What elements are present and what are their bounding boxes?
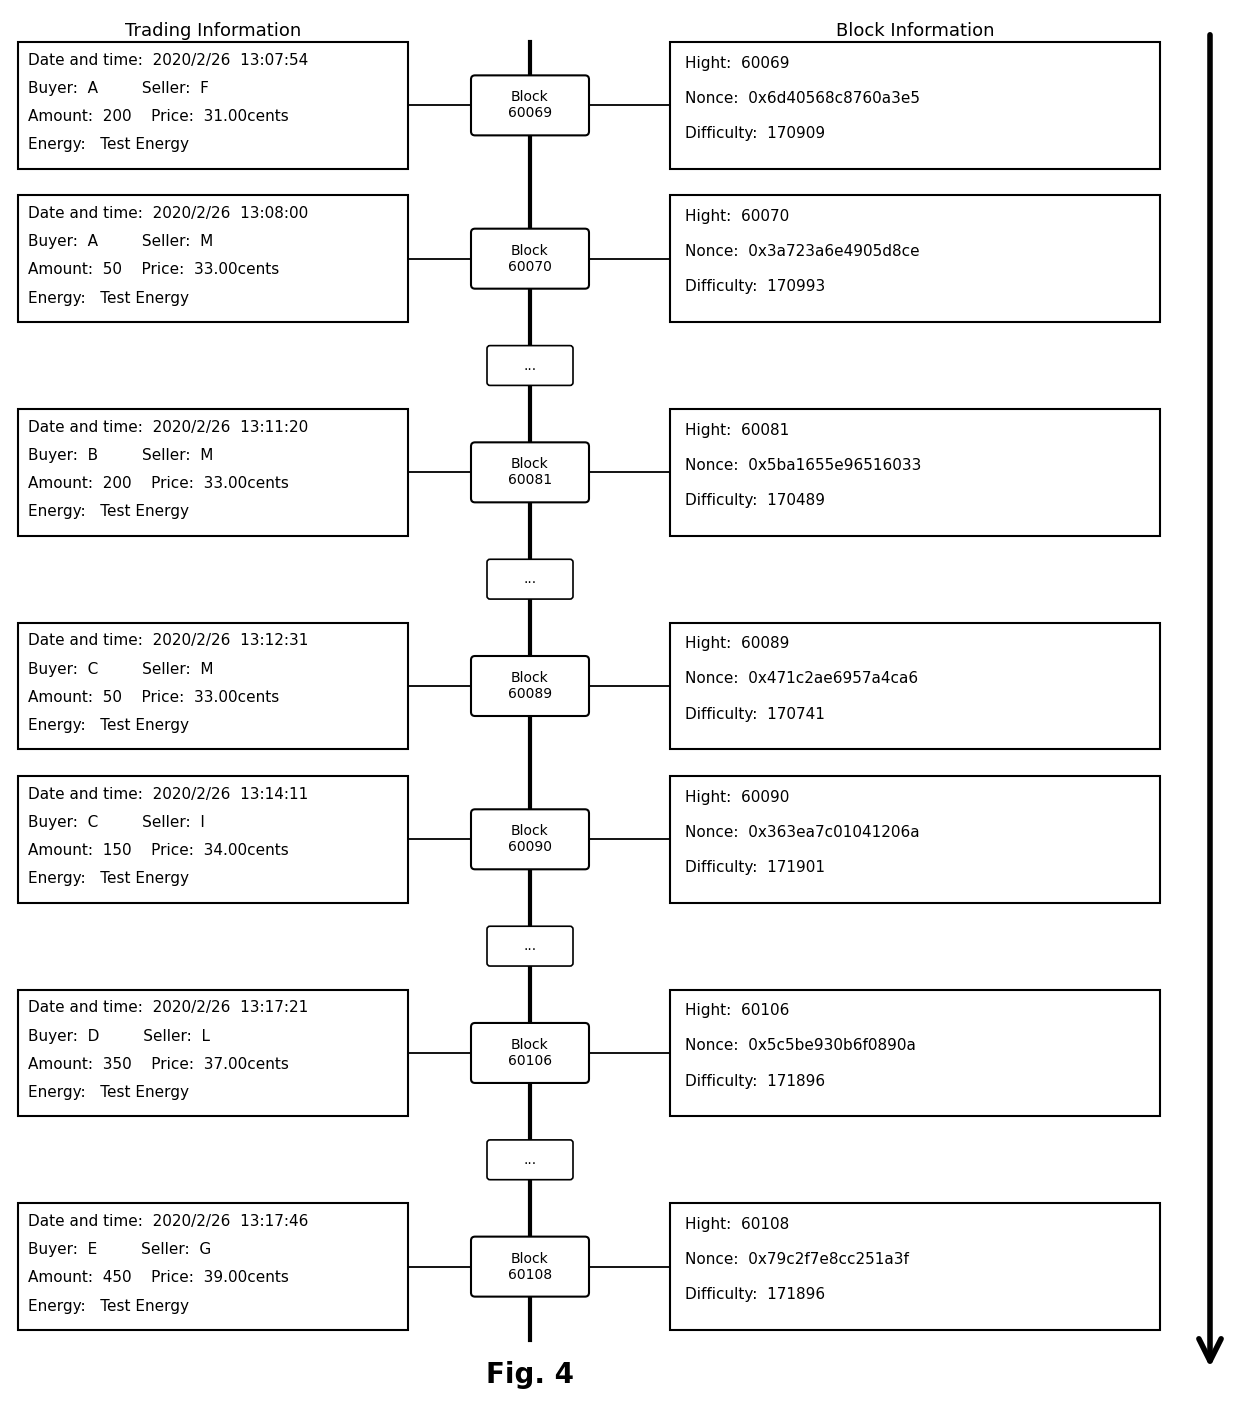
Text: Buyer:  E         Seller:  G: Buyer: E Seller: G	[29, 1242, 211, 1258]
Text: Difficulty:  170909: Difficulty: 170909	[684, 127, 825, 141]
Text: Block
60070: Block 60070	[508, 243, 552, 273]
FancyBboxPatch shape	[19, 776, 408, 902]
FancyBboxPatch shape	[670, 776, 1159, 902]
FancyBboxPatch shape	[670, 1204, 1159, 1331]
Text: Difficulty:  170741: Difficulty: 170741	[684, 707, 825, 721]
FancyBboxPatch shape	[487, 926, 573, 966]
Text: Hight:  60106: Hight: 60106	[684, 1003, 790, 1019]
Text: Nonce:  0x471c2ae6957a4ca6: Nonce: 0x471c2ae6957a4ca6	[684, 672, 918, 686]
Text: Energy:   Test Energy: Energy: Test Energy	[29, 290, 188, 306]
Text: Trading Information: Trading Information	[125, 21, 301, 40]
FancyBboxPatch shape	[471, 1237, 589, 1296]
Text: Buyer:  A         Seller:  F: Buyer: A Seller: F	[29, 81, 208, 95]
Text: Difficulty:  171896: Difficulty: 171896	[684, 1073, 825, 1089]
Text: Block Information: Block Information	[836, 21, 994, 40]
FancyBboxPatch shape	[670, 408, 1159, 535]
Text: ...: ...	[523, 1153, 537, 1167]
FancyBboxPatch shape	[487, 1140, 573, 1180]
FancyBboxPatch shape	[487, 559, 573, 599]
Text: Amount:  50    Price:  33.00cents: Amount: 50 Price: 33.00cents	[29, 262, 279, 277]
Text: Hight:  60089: Hight: 60089	[684, 636, 790, 652]
Text: Amount:  200    Price:  31.00cents: Amount: 200 Price: 31.00cents	[29, 110, 289, 124]
FancyBboxPatch shape	[670, 195, 1159, 322]
Text: Energy:   Test Energy: Energy: Test Energy	[29, 1084, 188, 1100]
Text: Energy:   Test Energy: Energy: Test Energy	[29, 137, 188, 152]
FancyBboxPatch shape	[670, 43, 1159, 169]
Text: Amount:  200    Price:  33.00cents: Amount: 200 Price: 33.00cents	[29, 477, 289, 491]
FancyBboxPatch shape	[19, 623, 408, 750]
FancyBboxPatch shape	[19, 989, 408, 1116]
Text: Amount:  150    Price:  34.00cents: Amount: 150 Price: 34.00cents	[29, 842, 289, 858]
Text: Nonce:  0x5c5be930b6f0890a: Nonce: 0x5c5be930b6f0890a	[684, 1039, 916, 1053]
Text: Hight:  60108: Hight: 60108	[684, 1217, 789, 1232]
Text: Difficulty:  171896: Difficulty: 171896	[684, 1288, 825, 1302]
FancyBboxPatch shape	[471, 810, 589, 869]
FancyBboxPatch shape	[471, 443, 589, 502]
Text: ...: ...	[523, 939, 537, 953]
FancyBboxPatch shape	[19, 408, 408, 535]
Text: Date and time:  2020/2/26  13:12:31: Date and time: 2020/2/26 13:12:31	[29, 633, 309, 649]
Text: Nonce:  0x363ea7c01041206a: Nonce: 0x363ea7c01041206a	[684, 825, 920, 840]
Text: Hight:  60070: Hight: 60070	[684, 209, 789, 223]
Text: Difficulty:  170993: Difficulty: 170993	[684, 279, 826, 295]
FancyBboxPatch shape	[670, 989, 1159, 1116]
Text: Block
60090: Block 60090	[508, 824, 552, 854]
Text: Date and time:  2020/2/26  13:07:54: Date and time: 2020/2/26 13:07:54	[29, 53, 309, 68]
Text: Energy:   Test Energy: Energy: Test Energy	[29, 1299, 188, 1313]
Text: Nonce:  0x3a723a6e4905d8ce: Nonce: 0x3a723a6e4905d8ce	[684, 245, 920, 259]
Text: Block
60106: Block 60106	[508, 1037, 552, 1069]
Text: Nonce:  0x5ba1655e96516033: Nonce: 0x5ba1655e96516033	[684, 458, 921, 472]
FancyBboxPatch shape	[471, 1023, 589, 1083]
Text: Amount:  50    Price:  33.00cents: Amount: 50 Price: 33.00cents	[29, 690, 279, 704]
Text: Hight:  60069: Hight: 60069	[684, 55, 790, 71]
Text: Energy:   Test Energy: Energy: Test Energy	[29, 871, 188, 887]
Text: Energy:   Test Energy: Energy: Test Energy	[29, 504, 188, 519]
FancyBboxPatch shape	[19, 1204, 408, 1331]
Text: Energy:   Test Energy: Energy: Test Energy	[29, 719, 188, 733]
Text: Buyer:  C         Seller:  I: Buyer: C Seller: I	[29, 815, 205, 830]
FancyBboxPatch shape	[19, 195, 408, 322]
FancyBboxPatch shape	[19, 43, 408, 169]
Text: Date and time:  2020/2/26  13:08:00: Date and time: 2020/2/26 13:08:00	[29, 206, 309, 221]
Text: Amount:  450    Price:  39.00cents: Amount: 450 Price: 39.00cents	[29, 1271, 289, 1285]
Text: Block
60081: Block 60081	[508, 457, 552, 488]
FancyBboxPatch shape	[471, 229, 589, 289]
Text: Block
60089: Block 60089	[508, 670, 552, 702]
Text: Date and time:  2020/2/26  13:17:46: Date and time: 2020/2/26 13:17:46	[29, 1214, 309, 1229]
FancyBboxPatch shape	[471, 75, 589, 135]
Text: Fig. 4: Fig. 4	[486, 1360, 574, 1389]
Text: Difficulty:  171901: Difficulty: 171901	[684, 859, 825, 875]
Text: Hight:  60081: Hight: 60081	[684, 423, 789, 438]
Text: Block
60069: Block 60069	[508, 90, 552, 121]
Text: Amount:  350    Price:  37.00cents: Amount: 350 Price: 37.00cents	[29, 1057, 289, 1072]
FancyBboxPatch shape	[670, 623, 1159, 750]
Text: ...: ...	[523, 572, 537, 586]
Text: ...: ...	[523, 359, 537, 373]
FancyBboxPatch shape	[487, 346, 573, 386]
Text: Date and time:  2020/2/26  13:14:11: Date and time: 2020/2/26 13:14:11	[29, 787, 309, 801]
Text: Block
60108: Block 60108	[508, 1251, 552, 1282]
Text: Buyer:  A         Seller:  M: Buyer: A Seller: M	[29, 235, 213, 249]
Text: Buyer:  C         Seller:  M: Buyer: C Seller: M	[29, 662, 213, 676]
Text: Difficulty:  170489: Difficulty: 170489	[684, 492, 825, 508]
Text: Nonce:  0x79c2f7e8cc251a3f: Nonce: 0x79c2f7e8cc251a3f	[684, 1252, 909, 1266]
Text: Date and time:  2020/2/26  13:17:21: Date and time: 2020/2/26 13:17:21	[29, 1000, 309, 1016]
FancyBboxPatch shape	[471, 656, 589, 716]
Text: Buyer:  D         Seller:  L: Buyer: D Seller: L	[29, 1029, 210, 1043]
Text: Buyer:  B         Seller:  M: Buyer: B Seller: M	[29, 448, 213, 462]
Text: Hight:  60090: Hight: 60090	[684, 790, 790, 804]
Text: Date and time:  2020/2/26  13:11:20: Date and time: 2020/2/26 13:11:20	[29, 420, 309, 435]
Text: Nonce:  0x6d40568c8760a3e5: Nonce: 0x6d40568c8760a3e5	[684, 91, 920, 105]
